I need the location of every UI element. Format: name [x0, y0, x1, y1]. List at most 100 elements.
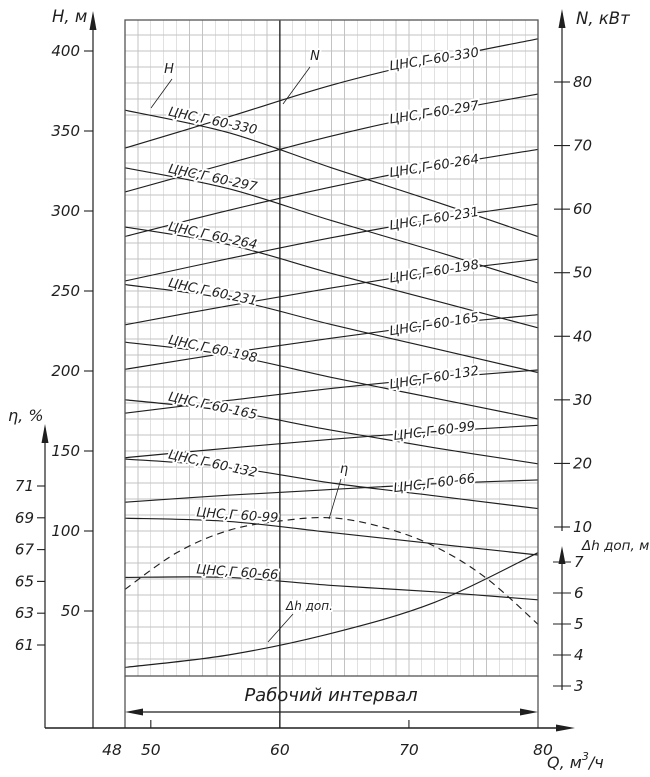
power-curve — [124, 314, 539, 370]
power-curve — [124, 93, 539, 193]
eta-axis-tick-label: 71 — [15, 477, 34, 495]
n-axis: N, кВт 80 70 60 50 40 30 20 10 — [554, 9, 630, 536]
head-curve — [124, 341, 539, 420]
head-curve-label: ЦНС,Г 60-165 — [167, 390, 259, 423]
head-curve-label: ЦНС,Г 60-198 — [167, 333, 259, 366]
q-axis-tick-label: 70 — [399, 741, 419, 759]
dh-axis-tick-label: 4 — [574, 646, 584, 664]
eta-axis-title: η, % — [8, 406, 44, 425]
dh-axis-tick-label: 6 — [574, 584, 584, 602]
head-curve — [124, 517, 539, 556]
power-curve — [124, 258, 539, 326]
h-axis-arrowhead — [89, 11, 97, 30]
working-interval-right-arrowhead — [519, 708, 538, 716]
eta-axis-tick-label: 63 — [15, 604, 34, 622]
power-curve-label: ЦНС,Г 60-330 — [388, 45, 480, 74]
dh-axis-tick-label: 5 — [574, 615, 584, 633]
power-curve — [124, 203, 539, 282]
curves-group — [124, 38, 539, 668]
n-axis-tick-label: 40 — [573, 327, 592, 345]
plot-frame — [124, 19, 539, 677]
annotations-group: H Nη Δh доп. — [150, 47, 350, 643]
n-axis-tick-label: 50 — [573, 264, 592, 282]
eta-axis-tick-label: 69 — [15, 509, 34, 527]
power-curve — [124, 369, 539, 414]
n-axis-title: N, кВт — [576, 9, 630, 28]
h-axis-tick-label: 100 — [51, 522, 80, 540]
head-curve-label: ЦНС,Г 60-330 — [167, 105, 259, 138]
curve-labels: ЦНС,Г 60-330 ЦНС,Г 60-330 ЦНС,Г 60-297 ЦНС,… — [165, 43, 483, 585]
power-curve-label: ЦНС,Г 60-264 — [388, 152, 480, 181]
head-curve-label: ЦНС,Г 60-66 — [196, 562, 279, 583]
head-curve-label: ЦНС,Г 60-99 — [196, 505, 279, 526]
eta-axis-arrowhead — [41, 424, 49, 443]
q-axis-title: Q, м3/ч — [547, 750, 604, 772]
head-curve-label: ЦНС,Г 60-264 — [167, 220, 259, 253]
power-curve — [124, 38, 539, 149]
dh-axis: Δh доп, м7 6 5 4 3 — [553, 538, 649, 695]
dh-axis-title: Δh доп, м — [581, 538, 649, 554]
head-curve — [124, 399, 539, 465]
h-axis: H, м 400 350 300 250 200 150 100 50 — [51, 7, 97, 728]
head-curve-label: ЦНС,Г 60-297 — [167, 162, 259, 196]
power-curve-label: ЦНС,Г 60-132 — [388, 364, 480, 393]
head-curve-label: ЦНС,Г 60-231 — [167, 276, 259, 309]
q-axis: 48 50 60 70 80Q, м3/ч — [45, 720, 604, 772]
h-axis-tick-label: 300 — [51, 202, 80, 220]
q-axis-title-prefix: Q, м — [547, 753, 582, 772]
eta-annotation-label: η — [340, 462, 348, 477]
dh-axis-tick-label: 3 — [574, 677, 584, 695]
h-axis-title: H, м — [52, 7, 87, 26]
eta-axis-tick-label: 61 — [15, 636, 34, 654]
h-axis-tick-label: 250 — [51, 282, 80, 300]
n-axis-tick-label: 60 — [573, 200, 592, 218]
power-curve-label: ЦНС,Г 60-231 — [388, 205, 480, 234]
dh-annotation-leader — [267, 613, 294, 643]
power-curve-label: ЦНС,Г 60-198 — [388, 258, 480, 287]
head-curve — [124, 167, 539, 284]
power-curve — [124, 148, 539, 238]
head-curve-label: ЦНС,Г 60-132 — [167, 448, 259, 481]
eta-axis-tick-label: 67 — [15, 541, 35, 559]
head-curve — [124, 458, 539, 510]
power-curve-label: ЦНС,Г 60-99 — [393, 419, 476, 444]
n-annotation-label: N — [310, 49, 320, 64]
q-axis-title-sup: 3 — [582, 750, 589, 763]
head-curve — [124, 284, 539, 374]
working-interval-left-arrowhead — [125, 708, 143, 716]
h-axis-tick-label: 350 — [51, 122, 80, 140]
power-curve-label: ЦНС,Г 60-165 — [388, 310, 480, 339]
n-axis-tick-label: 30 — [573, 391, 592, 409]
dh-annotation-label: Δh доп. — [285, 599, 333, 613]
h-axis-tick-label: 400 — [51, 42, 80, 60]
h-axis-tick-label: 150 — [51, 442, 80, 460]
working-interval-label: Рабочий интервал — [244, 685, 417, 706]
q-axis-title-suffix: /ч — [587, 753, 604, 772]
h-annotation-label: H — [164, 62, 174, 77]
h-axis-tick-label: 50 — [61, 602, 80, 620]
eta-axis: η, % 71 69 67 65 63 61 — [8, 406, 49, 728]
power-curve-label: ЦНС,Г 60-66 — [393, 471, 476, 496]
dh-axis-arrowhead — [558, 546, 566, 564]
n-axis-tick-label: 20 — [573, 454, 592, 472]
h-axis-tick-label: 200 — [51, 362, 80, 380]
q-axis-tick-label: 50 — [141, 741, 161, 759]
q-axis-tick-label: 80 — [533, 741, 553, 759]
eta-annotation-leader — [328, 478, 342, 520]
power-curve — [124, 479, 539, 503]
cavitation-curve — [124, 552, 539, 668]
q-axis-tick-label: 60 — [270, 741, 290, 759]
n-axis-tick-label: 70 — [573, 137, 592, 155]
q-axis-arrowhead — [556, 724, 575, 732]
n-annotation-leader — [282, 66, 311, 105]
power-curve — [124, 424, 539, 459]
eta-axis-tick-label: 65 — [15, 572, 34, 590]
n-axis-tick-label: 10 — [573, 518, 592, 536]
working-interval-arrow — [125, 708, 538, 716]
head-curve — [124, 576, 539, 601]
n-axis-tick-label: 80 — [573, 73, 592, 91]
q-axis-tick-label: 48 — [102, 741, 122, 759]
n-axis-arrowhead — [558, 9, 566, 28]
